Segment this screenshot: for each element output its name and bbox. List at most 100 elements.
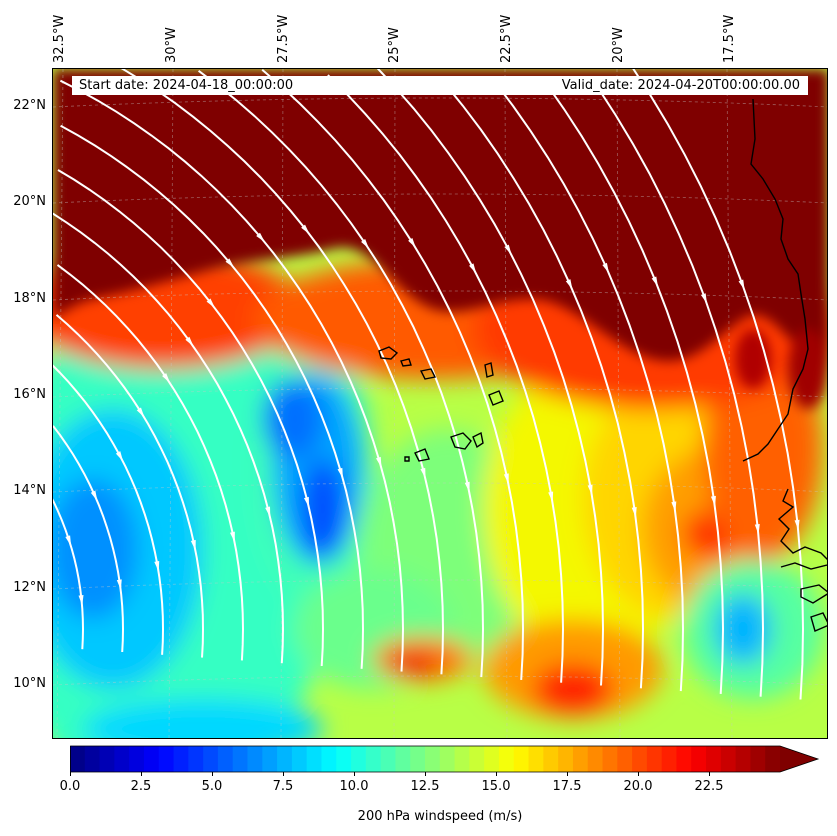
streamline xyxy=(197,70,485,678)
colorbar-tick-mark xyxy=(425,772,426,776)
streamline-arrow xyxy=(337,467,343,479)
colorbar-segment xyxy=(676,746,692,772)
colorbar-segment xyxy=(691,746,707,772)
streamline-arrow xyxy=(229,531,235,543)
streamline-arrow xyxy=(602,262,610,274)
gridlines xyxy=(53,69,827,738)
colorbar-segment xyxy=(203,746,219,772)
streamline xyxy=(443,81,645,689)
colorbar-outline xyxy=(70,745,820,773)
info-bar: Start date: 2024-04-18_00:00:00 Valid_da… xyxy=(72,76,808,95)
streamline-arrow xyxy=(154,560,160,572)
streamline xyxy=(60,124,365,669)
longitude-label: 25°W xyxy=(387,27,402,63)
colorbar-segment xyxy=(306,746,323,772)
streamline-arrow xyxy=(503,473,509,485)
colorbar-segment xyxy=(395,746,411,772)
colorbar-segment xyxy=(129,746,145,772)
colorbar-segment xyxy=(543,746,559,772)
longitude-label: 32.5°W xyxy=(52,14,67,63)
valid-date-label: Valid_date: 2024-04-20T00:00:00.00 xyxy=(561,78,800,93)
streamline xyxy=(376,69,605,686)
colorbar-tick-label: 5.0 xyxy=(201,779,223,794)
longitude-label: 17.5°W xyxy=(722,14,737,63)
colorbar-segment xyxy=(425,746,441,772)
longitude-label: 20°W xyxy=(611,27,626,63)
latitude-label: 10°N xyxy=(13,676,46,691)
colorbar-segment xyxy=(587,746,604,772)
colorbar-segment xyxy=(70,746,86,772)
streamline-arrows xyxy=(65,224,800,606)
colorbar-segment xyxy=(528,746,544,772)
streamline-arrow xyxy=(469,263,477,274)
colorbar-segment xyxy=(513,746,530,772)
colorbar-segment xyxy=(661,746,678,772)
streamline-arrow xyxy=(136,407,145,418)
colorbar-segment xyxy=(706,746,722,772)
colorbar-segment xyxy=(173,746,189,772)
streamline-arrow xyxy=(631,506,637,518)
colorbar-tick-label: 22.5 xyxy=(694,779,724,794)
colorbar-tick-mark xyxy=(70,772,71,776)
streamline xyxy=(53,425,125,653)
latitude-label: 18°N xyxy=(13,291,46,306)
colorbar-tick-label: 17.5 xyxy=(552,779,582,794)
colorbar-segment xyxy=(617,746,633,772)
streamline-arrow xyxy=(265,506,271,518)
windspeed-map xyxy=(53,69,827,738)
colorbar-segment xyxy=(558,746,574,772)
streamline-arrow xyxy=(548,491,554,503)
streamline xyxy=(53,212,285,664)
colorbar-segment xyxy=(99,746,115,772)
colorbar-segment xyxy=(646,746,663,772)
colorbar-segment xyxy=(602,746,618,772)
colorbar-tick-mark xyxy=(496,772,497,776)
colorbar-tick-label: 15.0 xyxy=(481,779,511,794)
colorbar-segment xyxy=(380,746,397,772)
streamline-arrow xyxy=(225,258,235,268)
streamline xyxy=(632,69,805,700)
colorbar-tick-label: 12.5 xyxy=(410,779,440,794)
streamline-arrow xyxy=(116,579,122,590)
streamline-arrow xyxy=(700,293,708,304)
colorbar-tick-mark xyxy=(638,772,639,776)
streamline-arrow xyxy=(587,484,593,496)
streamline xyxy=(55,314,205,658)
streamline-arrow xyxy=(754,523,760,535)
streamline xyxy=(493,80,685,692)
colorbar-segment xyxy=(84,746,101,772)
colorbar-scale xyxy=(70,745,820,773)
latitude-label: 16°N xyxy=(13,387,46,402)
streamline-arrow xyxy=(794,519,800,531)
colorbar-segment xyxy=(365,746,382,772)
colorbar-tick-mark xyxy=(567,772,568,776)
longitude-label: 27.5°W xyxy=(276,14,291,63)
streamline-arrow xyxy=(464,481,470,493)
colorbar-segment xyxy=(469,746,485,772)
colorbar-segment xyxy=(291,746,308,772)
latitude-label: 22°N xyxy=(13,98,46,113)
streamline-arrow xyxy=(303,496,310,508)
streamline xyxy=(261,69,525,680)
streamline-arrow xyxy=(738,279,745,291)
colorbar-segment xyxy=(750,746,766,772)
streamline-arrow xyxy=(710,495,716,507)
colorbar-tick-mark xyxy=(141,772,142,776)
colorbar-segment xyxy=(336,746,352,772)
colorbar-segment xyxy=(498,746,515,772)
colorbar-segment xyxy=(410,746,426,772)
streamline xyxy=(57,169,325,667)
longitude-label: 30°W xyxy=(164,27,179,63)
colorbar-segment xyxy=(158,746,175,772)
colorbar-segment xyxy=(217,746,234,772)
latitude-label: 14°N xyxy=(13,483,46,498)
streamline xyxy=(53,364,165,655)
longitude-label: 22.5°W xyxy=(499,14,514,63)
streamline-arrow xyxy=(256,232,265,243)
colorbar-tick-label: 2.5 xyxy=(130,779,152,794)
colorbar-segment xyxy=(277,746,293,772)
streamline-arrow xyxy=(408,237,416,249)
streamlines xyxy=(53,69,805,700)
colorbar-segment xyxy=(572,746,589,772)
colorbar-segment xyxy=(720,746,737,772)
